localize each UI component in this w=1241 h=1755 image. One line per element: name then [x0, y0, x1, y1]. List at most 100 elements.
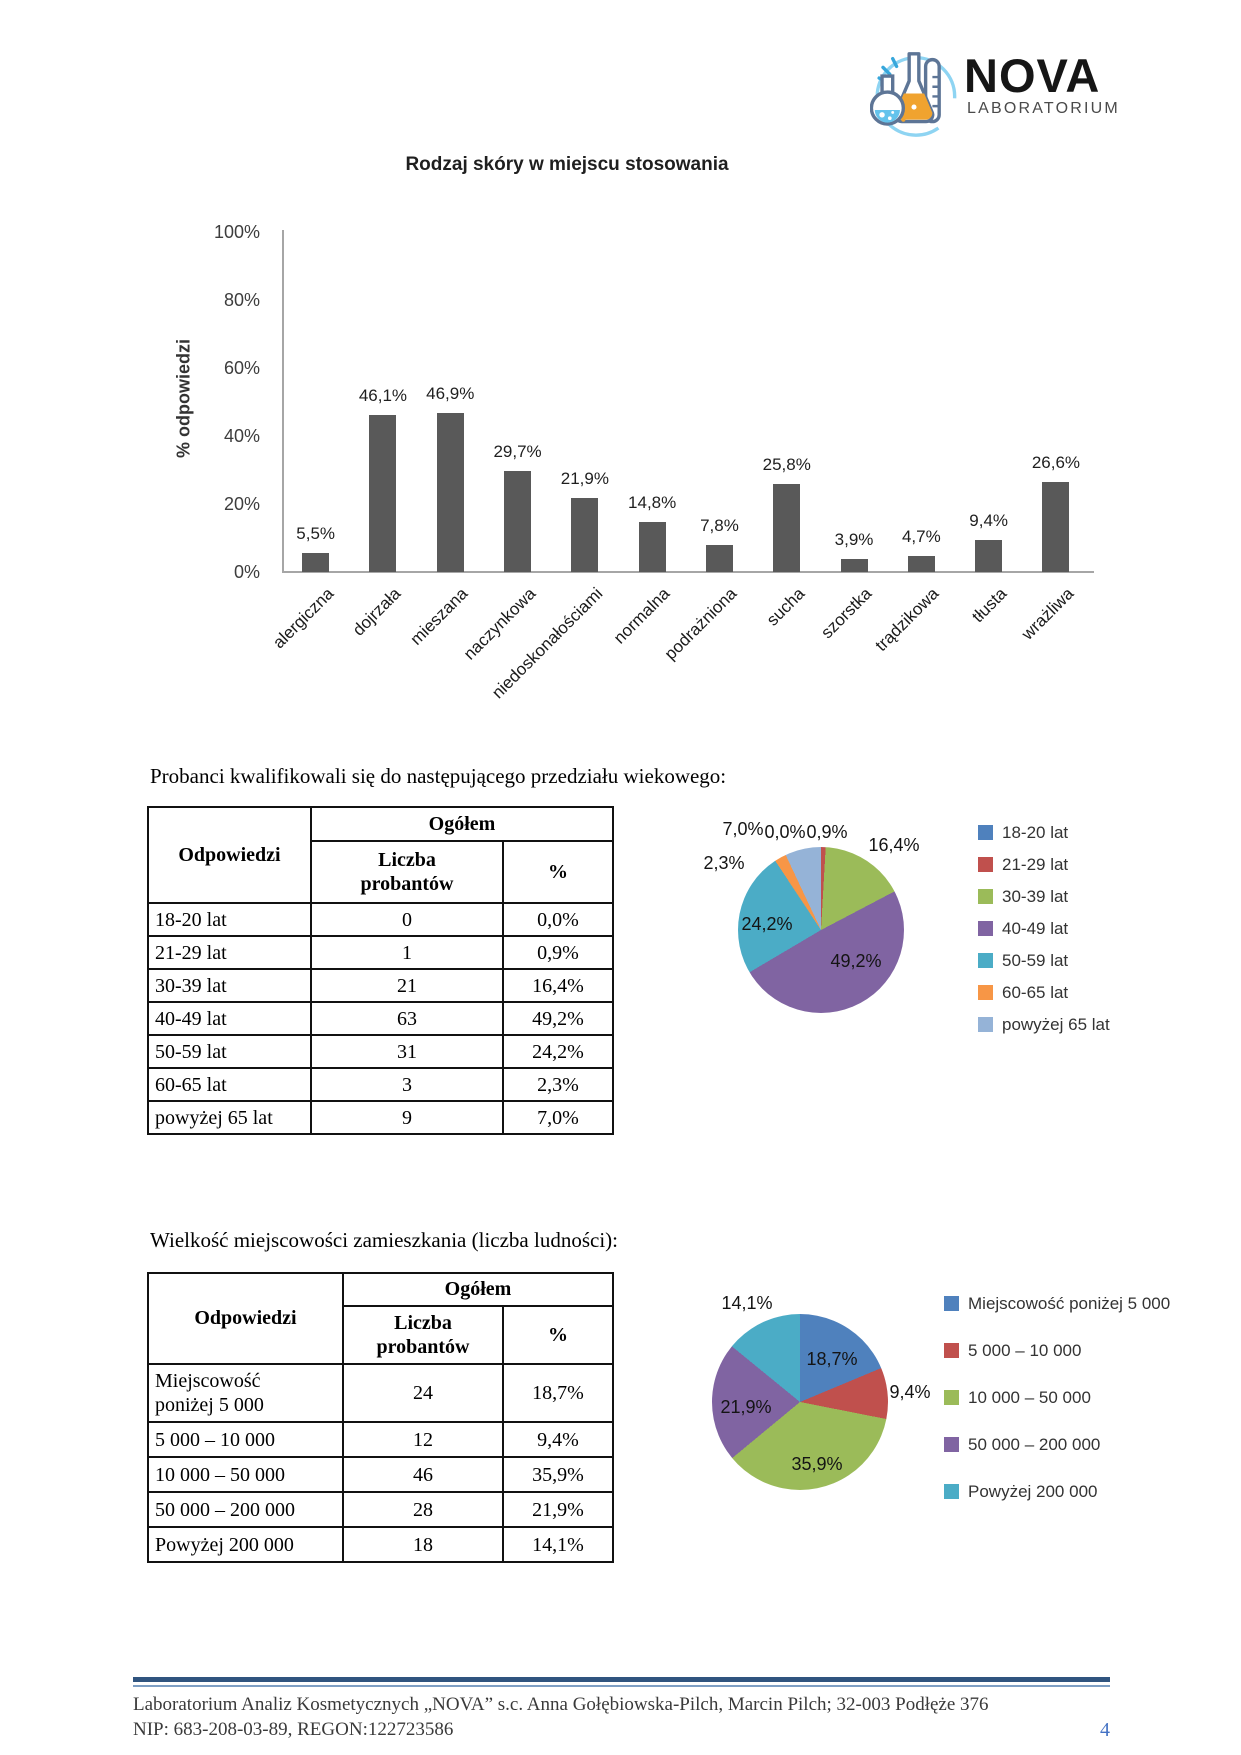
x-axis-category-label: mieszana: [406, 584, 472, 649]
legend-label: 18-20 lat: [1002, 823, 1069, 842]
bar-sucha: [773, 484, 801, 572]
x-axis-category-label: trądzikowa: [871, 584, 943, 655]
age-table-header-answers: Odpowiedzi: [147, 806, 312, 904]
legend-color-swatch: [978, 857, 993, 872]
x-axis-line: [282, 571, 1094, 573]
table-row: Miejscowość poniżej 5 000 24 18,7%: [147, 1363, 614, 1423]
lab-flask-icon: [870, 52, 957, 137]
bar-value-label: 26,6%: [1031, 452, 1081, 472]
table-row: powyżej 65 lat 9 7,0%: [147, 1100, 614, 1135]
footer-line-1: Laboratorium Analiz Kosmetycznych „NOVA”…: [133, 1694, 989, 1715]
legend-color-swatch: [944, 1437, 959, 1452]
y-axis-tick-label: 60%: [223, 358, 260, 378]
bar-value-label: 29,7%: [493, 442, 542, 462]
bar-dojrzała: [369, 415, 397, 572]
legend-item: 50-59 lat: [978, 951, 1110, 971]
count-cell: 9: [310, 1100, 504, 1135]
bar-value-label: 9,4%: [969, 511, 1009, 531]
bar-podrażniona: [705, 545, 733, 572]
legend-label: 60-65 lat: [1002, 983, 1069, 1002]
age-table-header-percent: %: [502, 840, 614, 904]
x-axis-category-label: tłusta: [967, 584, 1011, 627]
x-axis-category-label: alergiczna: [268, 584, 338, 653]
residence-table-header-count: Liczba probantów: [342, 1305, 504, 1365]
legend-color-swatch: [978, 921, 993, 936]
legend-color-swatch: [978, 985, 993, 1000]
legend-item: powyżej 65 lat: [978, 1015, 1110, 1035]
legend-color-swatch: [944, 1343, 959, 1358]
table-row: 21-29 lat 1 0,9%: [147, 935, 614, 970]
row-label-cell: 5 000 – 10 000: [147, 1421, 344, 1458]
legend-color-swatch: [944, 1484, 959, 1499]
logo-subtitle: LABORATORIUM: [967, 100, 1120, 117]
age-table-body: 18-20 lat 0 0,0% 21-29 lat 1 0,9% 30-39 lat 21 1…: [147, 902, 614, 1135]
pie-slice-label: 35,9%: [791, 1454, 843, 1474]
legend-label: 21-29 lat: [1002, 855, 1069, 874]
residence-table-body: Miejscowość poniżej 5 000 24 18,7% 5 000 – …: [147, 1363, 614, 1563]
legend-item: 10 000 – 50 000: [944, 1388, 1170, 1408]
age-pie-chart: 0,0% 0,9% 16,4% 49,2% 24,2% 2,3% 7,0%: [600, 808, 1030, 1098]
percent-cell: 9,4%: [502, 1421, 614, 1458]
count-cell: 18: [342, 1526, 504, 1563]
bar-niedoskonałościami: [571, 497, 599, 572]
legend-item: 21-29 lat: [978, 855, 1110, 875]
age-pie-legend: 18-20 lat 21-29 lat 30-39 lat 40-49 lat 50-5…: [978, 823, 1110, 1047]
table-row: Powyżej 200 000 18 14,1%: [147, 1526, 614, 1563]
age-table: Odpowiedzi Ogółem Liczba probantów % 18-…: [147, 806, 614, 1135]
bar-value-label: 25,8%: [762, 455, 811, 475]
legend-label: 10 000 – 50 000: [968, 1388, 1091, 1407]
legend-item: 5 000 – 10 000: [944, 1341, 1170, 1361]
table-row: 50-59 lat 31 24,2%: [147, 1034, 614, 1069]
row-label-cell: powyżej 65 lat: [147, 1100, 312, 1135]
age-table-header-group: Ogółem: [310, 806, 614, 842]
percent-cell: 7,0%: [502, 1100, 614, 1135]
bar-value-label: 46,1%: [358, 386, 408, 406]
pie-slice-label: 16,4%: [868, 835, 920, 855]
x-axis-category-label: podrażniona: [661, 584, 741, 664]
bar-value-label: 21,9%: [560, 468, 609, 488]
legend-label: 50 000 – 200 000: [968, 1435, 1101, 1454]
legend-label: powyżej 65 lat: [1002, 1015, 1110, 1034]
row-label-cell: Miejscowość poniżej 5 000: [147, 1363, 344, 1423]
bar-naczynkowa: [504, 471, 532, 572]
residence-section-intro: Wielkość miejscowości zamieszkania (licz…: [150, 1228, 618, 1252]
legend-item: 50 000 – 200 000: [944, 1435, 1170, 1455]
legend-color-swatch: [978, 889, 993, 904]
legend-label: 40-49 lat: [1002, 919, 1069, 938]
bar-alergiczna: [302, 553, 330, 572]
count-cell: 63: [310, 1001, 504, 1036]
count-cell: 28: [342, 1491, 504, 1528]
percent-cell: 0,9%: [502, 935, 614, 970]
pie-slice-label: 24,2%: [741, 914, 793, 934]
row-label-cell: 50 000 – 200 000: [147, 1491, 344, 1528]
residence-pie-circle: [712, 1314, 888, 1490]
table-row: 40-49 lat 63 49,2%: [147, 1001, 614, 1036]
footer-line-2: NIP: 683-208-03-89, REGON:122723586: [133, 1719, 454, 1740]
y-axis-tick-label: 40%: [223, 426, 260, 446]
pie-slice-label: 49,2%: [830, 951, 882, 971]
residence-table-header-percent: %: [502, 1305, 614, 1365]
x-axis-category-label: sucha: [762, 584, 809, 630]
bar-value-label: 4,7%: [901, 527, 941, 547]
legend-item: Powyżej 200 000: [944, 1482, 1170, 1502]
residence-pie-legend: Miejscowość poniżej 5 000 5 000 – 10 000 1…: [944, 1294, 1170, 1529]
bar-value-label: 14,8%: [628, 492, 677, 512]
x-axis-category-label: szorstka: [817, 584, 876, 643]
table-row: 50 000 – 200 000 28 21,9%: [147, 1491, 614, 1528]
y-axis-tick-label: 80%: [223, 290, 260, 310]
footer-rule-dark: [133, 1677, 1110, 1682]
percent-cell: 35,9%: [502, 1456, 614, 1493]
legend-label: 30-39 lat: [1002, 887, 1069, 906]
skin-type-bar-chart: Rodzaj skóry w miejscu stosowania % odpo…: [130, 148, 1120, 702]
pie-slice-label: 2,3%: [703, 853, 745, 873]
legend-label: Powyżej 200 000: [968, 1482, 1098, 1501]
percent-cell: 16,4%: [502, 968, 614, 1003]
bar-szorstka: [840, 558, 868, 572]
count-cell: 0: [310, 902, 504, 937]
percent-cell: 14,1%: [502, 1526, 614, 1563]
residence-table-header-answers: Odpowiedzi: [147, 1272, 344, 1365]
legend-label: 50-59 lat: [1002, 951, 1069, 970]
age-table-header-count: Liczba probantów: [310, 840, 504, 904]
x-axis-category-label: normalna: [610, 584, 674, 648]
